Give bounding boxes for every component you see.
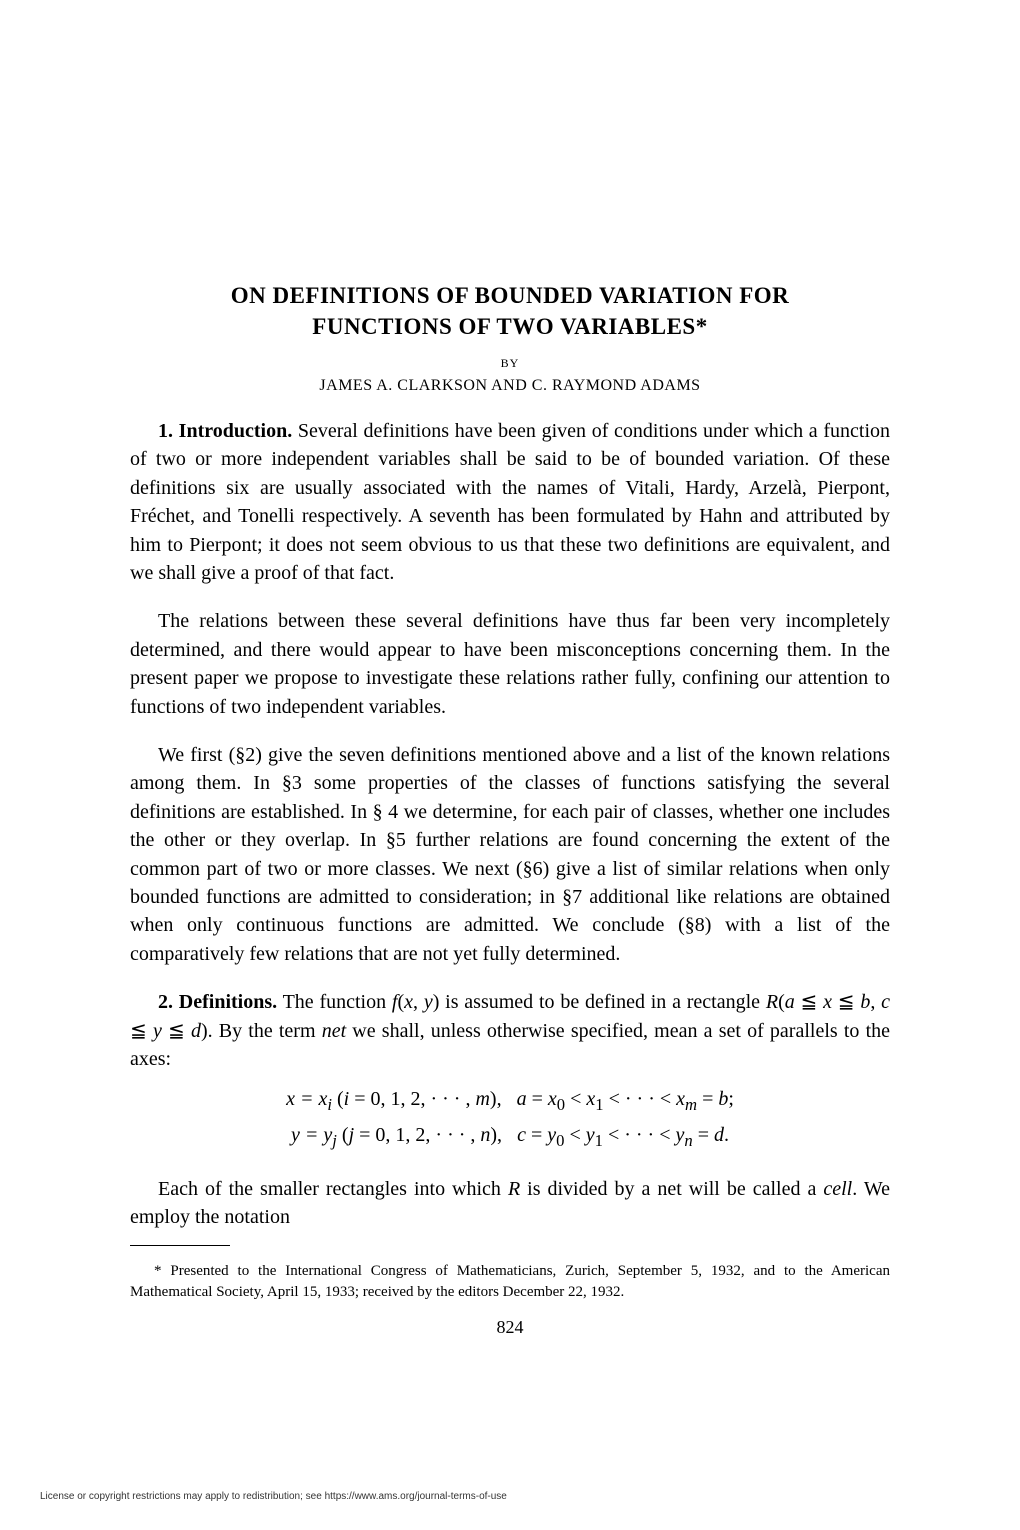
math-line-2: y = yj (j = 0, 1, 2, · · · , n), c = y0 … [130,1119,890,1155]
footnote: * Presented to the International Congres… [130,1261,890,1302]
paragraph-5: Each of the smaller rectangles into whic… [130,1175,890,1232]
math-display: x = xi (i = 0, 1, 2, · · · , m), a = x0 … [130,1083,890,1154]
paragraph-3: We first (§2) give the seven definitions… [130,741,890,968]
paragraph-2: The relations between these several defi… [130,607,890,721]
math-line-1: x = xi (i = 0, 1, 2, · · · , m), a = x0 … [130,1083,890,1119]
paper-page: ON DEFINITIONS OF BOUNDED VARIATION FOR … [0,0,1020,1398]
page-number: 824 [130,1317,890,1338]
paper-title: ON DEFINITIONS OF BOUNDED VARIATION FOR … [130,280,890,342]
title-line-1: ON DEFINITIONS OF BOUNDED VARIATION FOR [231,283,790,308]
by-label: BY [130,356,890,371]
authors: JAMES A. CLARKSON AND C. RAYMOND ADAMS [130,377,890,395]
title-line-2: FUNCTIONS OF TWO VARIABLES* [312,314,707,339]
license-text: License or copyright restrictions may ap… [40,1491,507,1502]
paragraph-4: 2. Definitions. The function f(x, y) is … [130,988,890,1073]
footnote-separator [130,1245,230,1246]
paragraph-intro: 1. Introduction. Several definitions hav… [130,417,890,587]
